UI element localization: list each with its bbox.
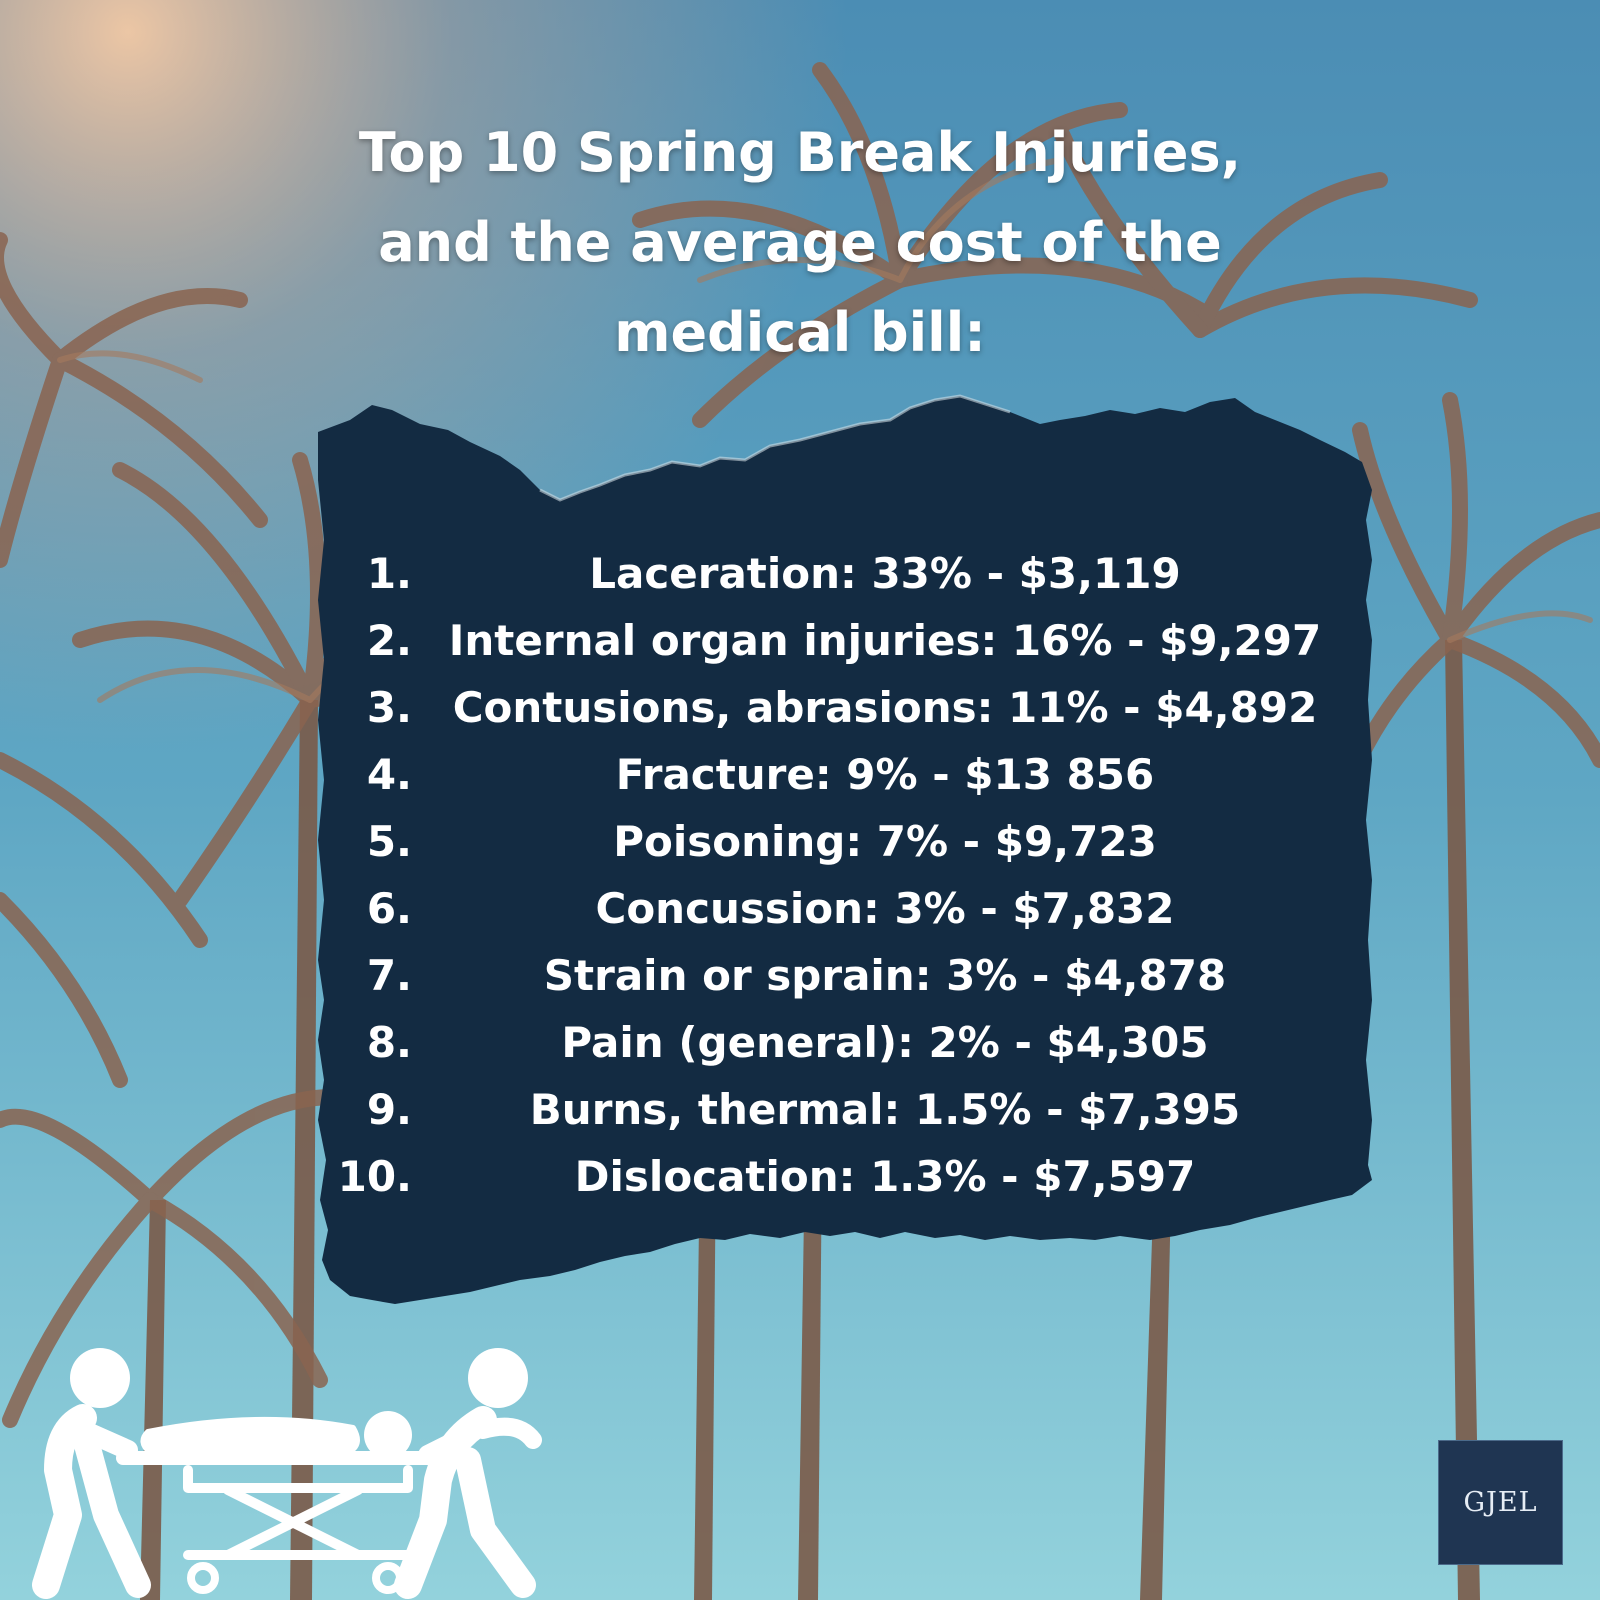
list-item-number: 6. (366, 884, 412, 933)
title-line-3: medical bill: (614, 301, 986, 364)
list-item-text: Internal organ injuries: 16% - $9,297 (448, 616, 1322, 665)
list-item-text: Concussion: 3% - $7,832 (595, 884, 1175, 933)
list-item-number: 5. (366, 817, 412, 866)
list-item-number: 8. (366, 1018, 412, 1067)
list-item: 2. Internal organ injuries: 16% - $9,297 (330, 607, 1350, 674)
gjel-logo: GJEL (1438, 1440, 1563, 1565)
list-item: 5. Poisoning: 7% - $9,723 (330, 808, 1350, 875)
list-item-number: 7. (366, 951, 412, 1000)
injury-list: 1. Laceration: 33% - $3,119 2. Internal … (330, 540, 1350, 1210)
list-item-number: 2. (366, 616, 412, 665)
list-item-text: Dislocation: 1.3% - $7,597 (574, 1152, 1196, 1201)
list-item: 8. Pain (general): 2% - $4,305 (330, 1009, 1350, 1076)
list-item-number: 3. (366, 683, 412, 732)
stretcher-icon (32, 1348, 542, 1599)
list-item-number: 9. (366, 1085, 412, 1134)
list-item-text: Poisoning: 7% - $9,723 (613, 817, 1157, 866)
list-item: 1. Laceration: 33% - $3,119 (330, 540, 1350, 607)
list-item: 4. Fracture: 9% - $13 856 (330, 741, 1350, 808)
list-item-text: Burns, thermal: 1.5% - $7,395 (529, 1085, 1241, 1134)
list-item-number: 4. (366, 750, 412, 799)
list-item: 7. Strain or sprain: 3% - $4,878 (330, 942, 1350, 1009)
list-item-text: Laceration: 33% - $3,119 (589, 549, 1181, 598)
list-item: 9. Burns, thermal: 1.5% - $7,395 (330, 1076, 1350, 1143)
title-line-2: and the average cost of the (378, 211, 1222, 274)
title-line-1: Top 10 Spring Break Injuries, (358, 121, 1242, 184)
list-item: 3. Contusions, abrasions: 11% - $4,892 (330, 674, 1350, 741)
list-item-text: Pain (general): 2% - $4,305 (561, 1018, 1209, 1067)
list-item-text: Contusions, abrasions: 11% - $4,892 (452, 683, 1318, 732)
page-title: Top 10 Spring Break Injuries, and the av… (230, 108, 1370, 378)
list-item-number: 1. (366, 549, 412, 598)
list-item: 6. Concussion: 3% - $7,832 (330, 875, 1350, 942)
logo-text: GJEL (1463, 1487, 1538, 1518)
list-item-text: Fracture: 9% - $13 856 (615, 750, 1155, 799)
list-item-number: 10. (337, 1152, 412, 1201)
list-item-text: Strain or sprain: 3% - $4,878 (543, 951, 1227, 1000)
list-item: 10. Dislocation: 1.3% - $7,597 (330, 1143, 1350, 1210)
